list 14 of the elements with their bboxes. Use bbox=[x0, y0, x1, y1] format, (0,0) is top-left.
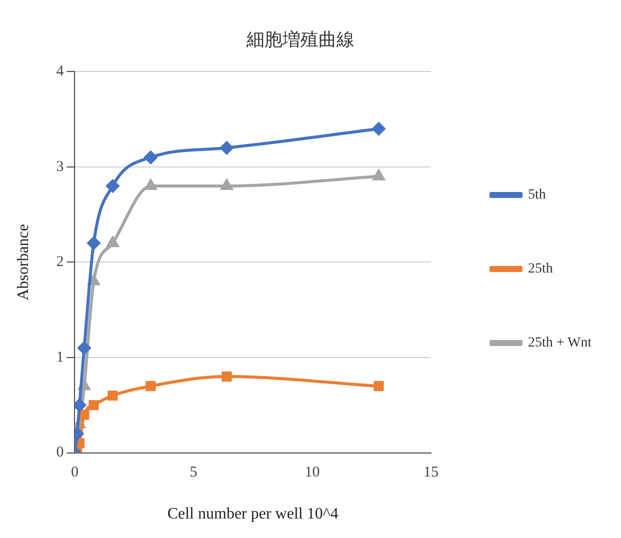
x-axis-title: Cell number per well 10^4 bbox=[167, 506, 338, 523]
x-tick-label: 5 bbox=[190, 464, 198, 481]
y-tick-label: 4 bbox=[56, 64, 64, 80]
y-tick-label: 3 bbox=[56, 158, 64, 175]
y-tick-label: 0 bbox=[56, 444, 64, 461]
x-tick-label: 10 bbox=[304, 464, 320, 481]
x-tick-label: 0 bbox=[70, 464, 78, 481]
legend-label: 25th bbox=[528, 262, 553, 277]
legend-label: 5th bbox=[528, 188, 546, 203]
y-tick-label: 1 bbox=[56, 349, 64, 366]
x-tick-label: 15 bbox=[424, 464, 438, 481]
y-tick-label: 2 bbox=[56, 254, 64, 270]
chart-title: 細胞増殖曲線 bbox=[246, 30, 354, 50]
y-axis-title: Absorbance bbox=[14, 224, 32, 300]
